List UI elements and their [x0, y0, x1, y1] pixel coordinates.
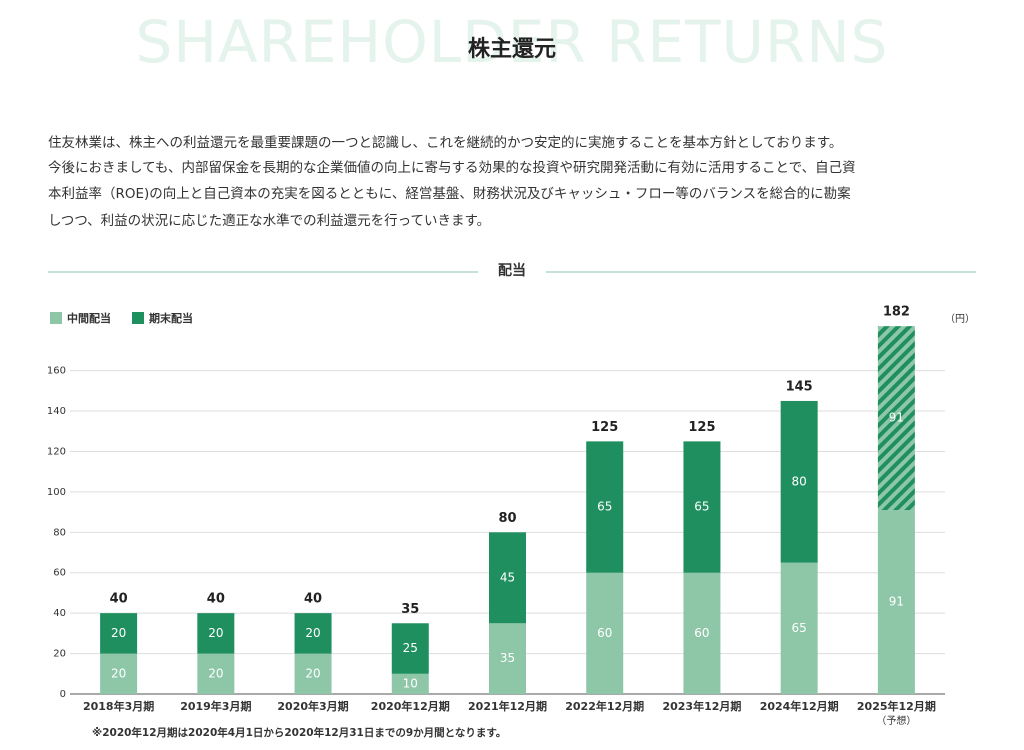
segment-label: 20 — [208, 626, 223, 640]
legend-swatch — [132, 312, 144, 324]
bar-segment — [586, 441, 624, 573]
segment-label: 60 — [597, 626, 612, 640]
bar-segment — [100, 653, 138, 694]
bar-segment — [100, 613, 138, 654]
total-label: 35 — [401, 602, 419, 617]
x-tick-label: 2025年12月期 — [857, 699, 936, 713]
segment-label: 80 — [792, 474, 807, 488]
segment-label: 10 — [403, 676, 418, 690]
page-title: 株主還元 — [468, 37, 556, 62]
bar-segment — [197, 653, 235, 694]
segment-label: 45 — [500, 570, 515, 584]
x-tick-label: 2022年12月期 — [565, 699, 644, 713]
x-tick-label: 2018年3月期 — [83, 699, 154, 713]
intro-line: しつつ、利益の状況に応じた適正な水準での利益還元を行っていきます。 — [48, 212, 490, 229]
bar-segment — [683, 441, 721, 573]
y-tick-label: 40 — [53, 608, 66, 619]
bar-segment — [294, 653, 332, 694]
x-tick-label: 2020年12月期 — [371, 699, 450, 713]
y-tick-label: 80 — [53, 527, 66, 538]
total-label: 40 — [110, 592, 128, 607]
legend-label: 中間配当 — [67, 311, 111, 325]
unit-label: （円） — [945, 313, 975, 325]
chart-title: 配当 — [498, 262, 526, 279]
segment-label: 20 — [305, 666, 320, 680]
bar-segment — [586, 572, 624, 694]
intro-line: 本利益率（ROE)の向上と自己資本の充実を図るとともに、経営基盤、財務状況及びキ… — [48, 185, 851, 202]
x-tick-label: 2020年3月期 — [277, 699, 348, 713]
legend-label: 期末配当 — [149, 311, 193, 325]
y-tick-label: 160 — [47, 366, 66, 377]
background-text: SHAREHOLDER RETURNS — [135, 8, 888, 76]
segment-label: 65 — [597, 500, 612, 514]
segment-label: 65 — [792, 621, 807, 635]
bar-segment — [391, 673, 429, 694]
segment-label: 35 — [500, 651, 515, 665]
segment-label: 20 — [208, 666, 223, 680]
x-tick-label: 2024年12月期 — [760, 699, 839, 713]
bar-segment — [683, 572, 721, 694]
bar-segment — [489, 623, 526, 694]
bar-segment — [877, 510, 915, 694]
y-tick-label: 0 — [60, 689, 66, 700]
total-label: 182 — [883, 305, 910, 320]
legend-swatch — [50, 312, 62, 324]
segment-label: 25 — [403, 641, 418, 655]
total-label: 40 — [207, 592, 225, 607]
x-sublabel: （予想） — [876, 714, 916, 727]
total-label: 80 — [498, 511, 516, 526]
total-label: 125 — [688, 420, 715, 435]
x-tick-label: 2019年3月期 — [180, 699, 251, 713]
y-tick-label: 100 — [47, 487, 66, 498]
x-tick-label: 2021年12月期 — [468, 699, 547, 713]
segment-label: 20 — [111, 666, 126, 680]
bar-segment — [489, 532, 526, 624]
total-label: 125 — [591, 420, 618, 435]
y-tick-label: 120 — [47, 446, 66, 457]
y-tick-label: 140 — [47, 406, 66, 417]
segment-label: 65 — [694, 500, 709, 514]
intro-line: 今後におきましても、内部留保金を長期的な企業価値の向上に寄与する効果的な投資や研… — [48, 159, 856, 176]
segment-label: 91 — [889, 411, 904, 425]
total-label: 40 — [304, 592, 322, 607]
intro-line: 住友林業は、株主への利益還元を最重要課題の一つと認識し、これを継続的かつ安定的に… — [48, 134, 842, 151]
x-tick-label: 2023年12月期 — [662, 699, 741, 713]
segment-label: 60 — [694, 626, 709, 640]
y-tick-label: 20 — [53, 649, 66, 660]
bar-segment — [780, 400, 818, 563]
bar-segment — [877, 326, 915, 511]
total-label: 145 — [786, 379, 813, 394]
bar-segment — [197, 613, 235, 654]
footnote: ※2020年12月期は2020年4月1日から2020年12月31日までの9か月間… — [92, 726, 506, 739]
bar-segment — [294, 613, 332, 654]
bar-segment — [780, 562, 818, 694]
bar-segment — [391, 623, 429, 674]
y-tick-label: 60 — [53, 568, 66, 579]
segment-label: 20 — [111, 626, 126, 640]
segment-label: 20 — [305, 626, 320, 640]
segment-label: 91 — [889, 595, 904, 609]
